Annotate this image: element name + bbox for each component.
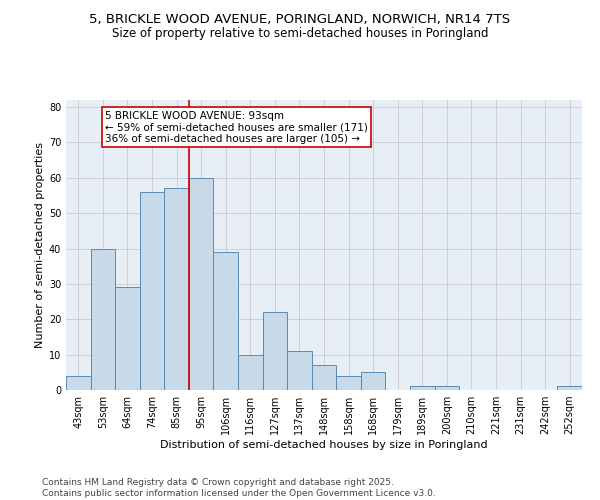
Bar — [238, 354, 263, 390]
Bar — [287, 351, 312, 390]
Bar — [214, 252, 238, 390]
Bar — [164, 188, 189, 390]
Bar — [434, 386, 459, 390]
Text: Size of property relative to semi-detached houses in Poringland: Size of property relative to semi-detach… — [112, 28, 488, 40]
Bar — [361, 372, 385, 390]
Text: 5 BRICKLE WOOD AVENUE: 93sqm
← 59% of semi-detached houses are smaller (171)
36%: 5 BRICKLE WOOD AVENUE: 93sqm ← 59% of se… — [106, 110, 368, 144]
Bar — [115, 288, 140, 390]
Bar — [336, 376, 361, 390]
Bar — [263, 312, 287, 390]
Bar — [189, 178, 214, 390]
Bar — [557, 386, 582, 390]
X-axis label: Distribution of semi-detached houses by size in Poringland: Distribution of semi-detached houses by … — [160, 440, 488, 450]
Bar — [66, 376, 91, 390]
Text: Contains HM Land Registry data © Crown copyright and database right 2025.
Contai: Contains HM Land Registry data © Crown c… — [42, 478, 436, 498]
Bar — [312, 365, 336, 390]
Text: 5, BRICKLE WOOD AVENUE, PORINGLAND, NORWICH, NR14 7TS: 5, BRICKLE WOOD AVENUE, PORINGLAND, NORW… — [89, 12, 511, 26]
Bar — [140, 192, 164, 390]
Bar — [410, 386, 434, 390]
Y-axis label: Number of semi-detached properties: Number of semi-detached properties — [35, 142, 44, 348]
Bar — [91, 248, 115, 390]
